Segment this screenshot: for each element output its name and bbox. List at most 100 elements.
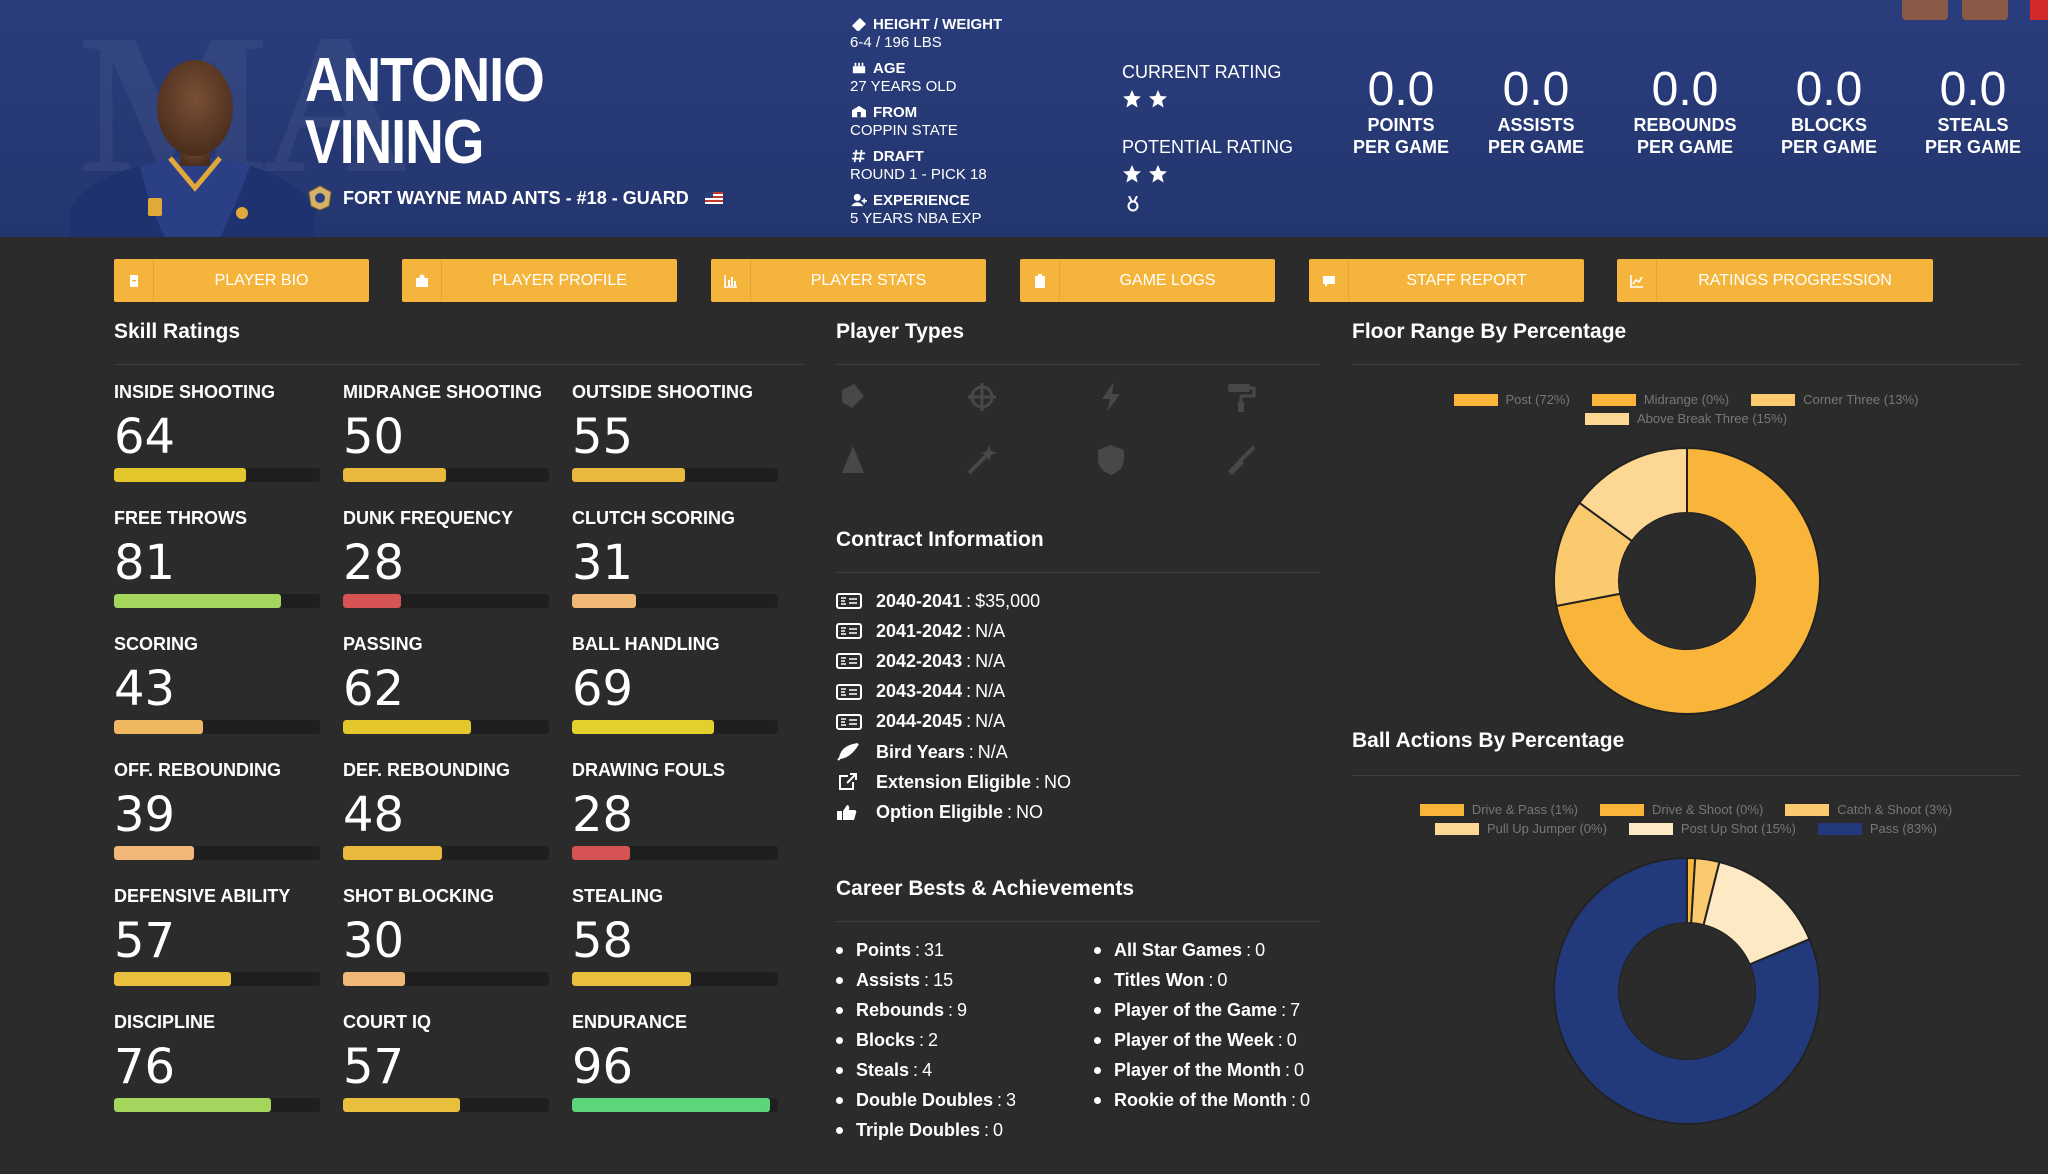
legend-item[interactable]: Pass (83%) bbox=[1817, 821, 1937, 836]
previous-player-button[interactable] bbox=[1902, 0, 1948, 20]
donut-slice[interactable] bbox=[1555, 446, 1821, 715]
stat-label-sub: PER GAME bbox=[1780, 137, 1877, 157]
stat-label-sub: PER GAME bbox=[1636, 137, 1733, 157]
external-link-icon bbox=[839, 773, 857, 791]
player-last-name: VINING bbox=[305, 108, 484, 177]
paint-roller-type-icon[interactable] bbox=[1224, 380, 1258, 414]
legend-item[interactable]: Post (72%) bbox=[1453, 392, 1570, 407]
current-rating-stars bbox=[1122, 89, 1293, 109]
legend-swatch bbox=[1419, 803, 1464, 816]
ruler-icon bbox=[852, 17, 866, 31]
career-value: 31 bbox=[924, 939, 945, 960]
stat-value: 0.0 bbox=[1502, 63, 1570, 116]
legend-item[interactable]: Catch & Shoot (3%) bbox=[1785, 802, 1952, 817]
bio-label-row: DRAFT bbox=[850, 146, 1110, 166]
contract-row: Option Eligible: NO bbox=[836, 800, 1043, 824]
shield-type-icon[interactable] bbox=[1094, 443, 1128, 477]
bio-value: ROUND 1 - PICK 18 bbox=[850, 166, 987, 183]
tab-staff-report[interactable]: STAFF REPORT bbox=[1309, 259, 1584, 302]
donut-hole bbox=[1619, 513, 1755, 649]
contract-value: NO bbox=[1016, 801, 1044, 822]
tab-label: GAME LOGS bbox=[1119, 271, 1216, 289]
legend-item[interactable]: Post Up Shot (15%) bbox=[1628, 821, 1796, 836]
legend-item[interactable]: Corner Three (13%) bbox=[1751, 392, 1918, 407]
legend-label: Corner Three (13%) bbox=[1803, 392, 1919, 407]
career-key: Triple Doubles bbox=[856, 1119, 981, 1140]
career-item: All Star Games:0 bbox=[1094, 938, 1265, 962]
cone-type-icon[interactable] bbox=[836, 443, 870, 477]
separator: : bbox=[1007, 801, 1013, 822]
next-player-button[interactable] bbox=[1962, 0, 2008, 20]
stat-label: ASSISTS bbox=[1497, 115, 1575, 135]
medal-icon[interactable] bbox=[1126, 196, 1140, 212]
stat-value: 0.0 bbox=[1651, 63, 1719, 116]
tab-game-logs[interactable]: GAME LOGS bbox=[1020, 259, 1275, 302]
skill-inside-shooting: INSIDE SHOOTING 64 bbox=[114, 382, 324, 502]
stat-assists: 0.0 ASSISTS PER GAME bbox=[1462, 66, 1610, 158]
stats-summary: 0.0 POINTS PER GAME 0.0 ASSISTS PER GAME 0.0 RE… bbox=[1340, 66, 2048, 158]
tab-player-profile[interactable]: PLAYER PROFILE bbox=[402, 259, 677, 302]
legend-item[interactable]: Drive & Pass (1%) bbox=[1419, 802, 1579, 817]
skill-off-rebounding: OFF. REBOUNDING 39 bbox=[114, 760, 324, 880]
stat-label-sub: PER GAME bbox=[1487, 137, 1584, 157]
stat-label-sub: PER GAME bbox=[1352, 137, 1449, 157]
skill-bar bbox=[343, 720, 549, 734]
tab-player-bio[interactable]: PLAYER BIO bbox=[114, 259, 369, 302]
legend-item[interactable]: Midrange (0%) bbox=[1591, 392, 1729, 407]
legend-label: Above Break Three (15%) bbox=[1636, 411, 1788, 426]
tab-icon-wrap bbox=[1309, 259, 1349, 302]
skill-bar-fill bbox=[114, 972, 232, 986]
legend-item[interactable]: Above Break Three (15%) bbox=[1584, 411, 1788, 426]
skill-value: 28 bbox=[572, 787, 634, 843]
crosshair-type-icon[interactable] bbox=[965, 380, 999, 414]
separator: : bbox=[966, 590, 972, 611]
badge-icon bbox=[129, 274, 138, 287]
bolt-type-icon[interactable] bbox=[1094, 380, 1128, 414]
stat-label-sub: PER GAME bbox=[1924, 137, 2021, 157]
skill-bar-fill bbox=[572, 468, 686, 482]
career-key: Titles Won bbox=[1114, 969, 1205, 990]
stat-points: 0.0 POINTS PER GAME bbox=[1340, 66, 1462, 158]
contract-key: 2044-2045 bbox=[876, 711, 963, 732]
career-key: Assists bbox=[856, 969, 921, 990]
magic-wand-type-icon[interactable] bbox=[965, 443, 999, 477]
skill-scoring: SCORING 43 bbox=[114, 634, 324, 754]
skill-bar bbox=[343, 594, 549, 608]
broom-type-icon[interactable] bbox=[1224, 443, 1258, 477]
stat-value: 0.0 bbox=[1795, 63, 1863, 116]
tab-player-stats[interactable]: PLAYER STATS bbox=[711, 259, 986, 302]
shooter-type-icon[interactable] bbox=[836, 380, 870, 414]
skill-value: 39 bbox=[114, 787, 176, 843]
tab-icon-wrap bbox=[402, 259, 442, 302]
skill-name: DISCIPLINE bbox=[114, 1012, 216, 1032]
career-key: All Star Games bbox=[1114, 939, 1243, 960]
legend-swatch bbox=[1453, 393, 1498, 406]
contract-value: N/A bbox=[975, 620, 1006, 641]
star-icon bbox=[1123, 90, 1141, 108]
skill-endurance: ENDURANCE 96 bbox=[572, 1012, 782, 1132]
skill-value: 55 bbox=[572, 409, 634, 465]
bio-value: 27 YEARS OLD bbox=[850, 78, 957, 95]
donut-slice[interactable] bbox=[1578, 446, 1688, 543]
contract-divider bbox=[836, 572, 1320, 573]
skill-bar-fill bbox=[572, 846, 630, 860]
skill-bar bbox=[114, 972, 320, 986]
contract-row: 2042-2043: N/A bbox=[836, 649, 1005, 673]
legend-item[interactable]: Pull Up Jumper (0%) bbox=[1434, 821, 1607, 836]
skill-dunk-frequency: DUNK FREQUENCY 28 bbox=[343, 508, 553, 628]
legend-label: Drive & Pass (1%) bbox=[1471, 802, 1579, 817]
skill-bar-fill bbox=[343, 972, 405, 986]
contract-value: N/A bbox=[975, 650, 1006, 671]
career-value: 2 bbox=[928, 1029, 939, 1050]
clipboard-icon bbox=[1034, 273, 1045, 288]
skill-shot-blocking: SHOT BLOCKING 30 bbox=[343, 886, 553, 1006]
contract-row: 2044-2045: N/A bbox=[836, 710, 1005, 734]
current-rating: CURRENT RATING bbox=[1122, 62, 1293, 109]
tab-ratings-progression[interactable]: RATINGS PROGRESSION bbox=[1617, 259, 1933, 302]
contract-row: Bird Years: N/A bbox=[836, 740, 1008, 764]
contract-key: Option Eligible bbox=[876, 801, 1003, 822]
legend-swatch bbox=[1628, 822, 1673, 835]
close-button[interactable] bbox=[2030, 0, 2048, 20]
skill-name: MIDRANGE SHOOTING bbox=[343, 382, 543, 402]
legend-item[interactable]: Drive & Shoot (0%) bbox=[1600, 802, 1763, 817]
